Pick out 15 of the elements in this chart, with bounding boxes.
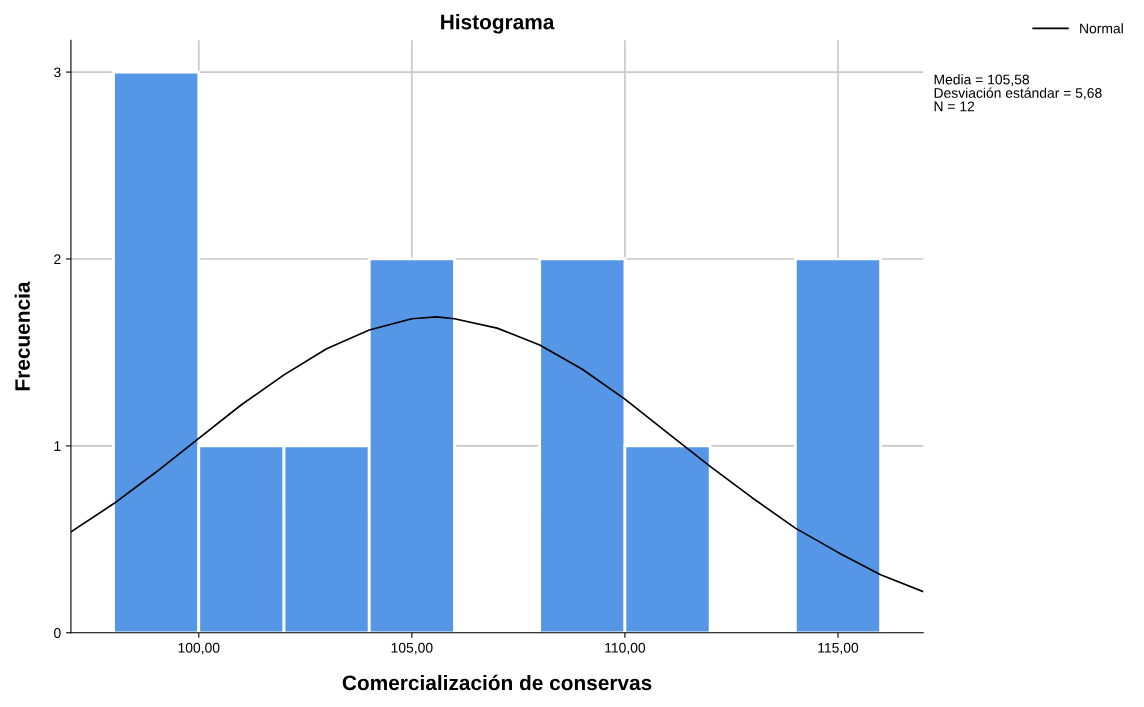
y-tick-label: 0: [54, 628, 61, 638]
y-tick-label: 2: [54, 254, 61, 264]
legend-label: Normal: [1080, 23, 1123, 34]
chart-title: Histograma: [441, 14, 555, 34]
y-axis-title: Frecuencia: [14, 281, 30, 391]
y-tick-label: 1: [54, 441, 61, 451]
x-tick-label: 110,00: [605, 642, 646, 655]
text: N = 12: [934, 101, 975, 112]
text: Media = 105,58: [934, 74, 1030, 87]
x-axis-title: Comercialización de conservas: [342, 674, 652, 691]
y-tick-label: 3: [54, 67, 61, 78]
x-tick-label: 115,00: [818, 642, 859, 655]
x-tick-label: 100,00: [178, 642, 220, 655]
text: Desviación estándar = 5,68: [934, 87, 1102, 100]
x-tick-label: 105,00: [391, 642, 433, 655]
